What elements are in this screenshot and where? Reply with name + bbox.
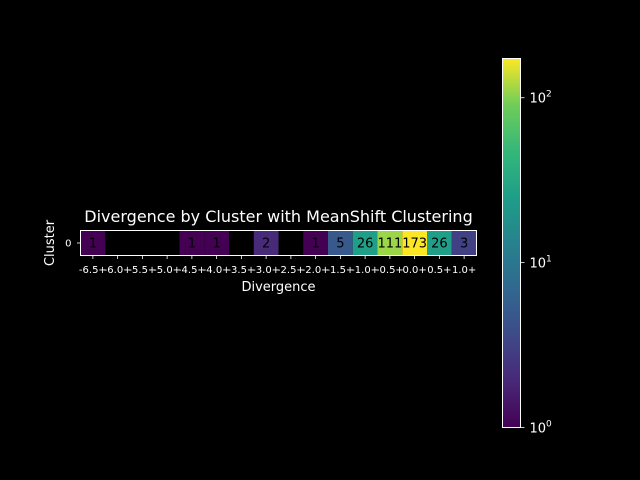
x-axis: -6.5+-6.0+-5.5+-5.0+-4.5+-4.0+-3.5+-3.0+… bbox=[79, 255, 476, 276]
cell-value-label: 26 bbox=[357, 237, 374, 252]
heatmap-cell bbox=[402, 230, 427, 256]
x-tick-label: -4.0+ bbox=[203, 265, 231, 276]
heatmap-cell bbox=[179, 230, 205, 256]
colorbar-tick-label: 102 bbox=[530, 90, 552, 107]
cell-value-label: 111 bbox=[377, 237, 402, 252]
cell-value-label: 5 bbox=[336, 237, 344, 252]
x-tick-label: -3.5+ bbox=[227, 265, 255, 276]
x-tick-label: 0.0+ bbox=[402, 265, 426, 276]
x-tick-label: 0.5+ bbox=[427, 265, 451, 276]
heatmap-cell bbox=[352, 230, 378, 256]
heatmap-cell bbox=[303, 230, 328, 256]
x-axis-label: Divergence bbox=[241, 280, 315, 295]
chart-title: Divergence by Cluster with MeanShift Clu… bbox=[84, 207, 472, 226]
cell-value-label: 3 bbox=[460, 237, 468, 252]
cell-value-label: 173 bbox=[402, 237, 427, 252]
x-tick-label: -4.5+ bbox=[178, 265, 206, 276]
x-tick-label: -1.0+ bbox=[351, 265, 379, 276]
heatmap-cell bbox=[253, 230, 279, 256]
heatmap-cell bbox=[377, 230, 403, 256]
heatmap-cell bbox=[204, 230, 229, 256]
heatmap-cell bbox=[328, 230, 353, 256]
y-axis-label: Cluster bbox=[43, 219, 58, 266]
x-tick-label: -5.0+ bbox=[153, 265, 181, 276]
cell-value-label: 1 bbox=[311, 237, 319, 252]
x-tick-label: -1.5+ bbox=[326, 265, 354, 276]
cell-value-label: 26 bbox=[431, 237, 448, 252]
x-tick-label: -5.5+ bbox=[128, 265, 156, 276]
x-tick-label: -3.0+ bbox=[252, 265, 280, 276]
colorbar-gradient bbox=[502, 58, 521, 428]
heatmap-cell bbox=[80, 230, 106, 256]
heatmap-cell bbox=[451, 230, 477, 256]
y-axis: 0 bbox=[65, 239, 81, 250]
cell-value-label: 1 bbox=[212, 237, 220, 252]
cell-value-label: 1 bbox=[89, 237, 97, 252]
heatmap-cells: 1 1 1 2 1 5 26 111 173 26 3 bbox=[80, 230, 477, 256]
cell-value-label: 2 bbox=[262, 237, 270, 252]
colorbar-tick-label: 101 bbox=[530, 255, 552, 272]
x-tick-label: -6.0+ bbox=[104, 265, 132, 276]
x-tick-label: -6.5+ bbox=[79, 265, 107, 276]
cell-value-label: 1 bbox=[188, 237, 196, 252]
x-tick-label: -0.5+ bbox=[376, 265, 404, 276]
x-tick-label: -2.0+ bbox=[302, 265, 330, 276]
colorbar: 100 101 102 bbox=[502, 58, 553, 437]
y-tick-label: 0 bbox=[65, 239, 71, 250]
colorbar-tick-label: 100 bbox=[530, 420, 553, 437]
x-tick-label: 1.0+ bbox=[452, 265, 476, 276]
heatmap-cell bbox=[427, 230, 452, 256]
x-tick-label: -2.5+ bbox=[277, 265, 305, 276]
